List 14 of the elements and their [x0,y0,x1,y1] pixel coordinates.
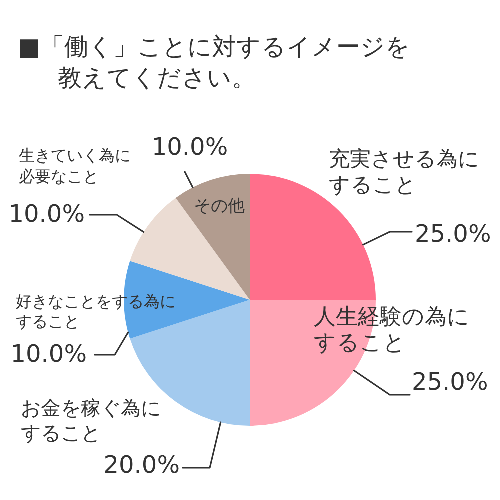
data-label: 10.0% [8,200,85,228]
data-label: 10.0% [152,133,228,161]
slice-label: 充実させる為にすること [329,147,480,197]
data-label: 10.0% [10,340,87,368]
data-label: 25.0% [412,368,488,396]
data-label: 20.0% [104,451,180,479]
pie-slice [176,174,250,300]
slice-label: 人生経験の為にすること [314,305,470,356]
slice-label: その他 [194,196,246,217]
slice-label: 生きていく為に必要なこと [19,146,131,186]
slice-label: お金を稼ぐ為にすること [21,396,161,445]
data-label: 25.0% [415,220,492,248]
chart-title: ■「働く」ことに対するイメージを教えてください。 [18,33,411,92]
pie-slice [250,174,376,300]
